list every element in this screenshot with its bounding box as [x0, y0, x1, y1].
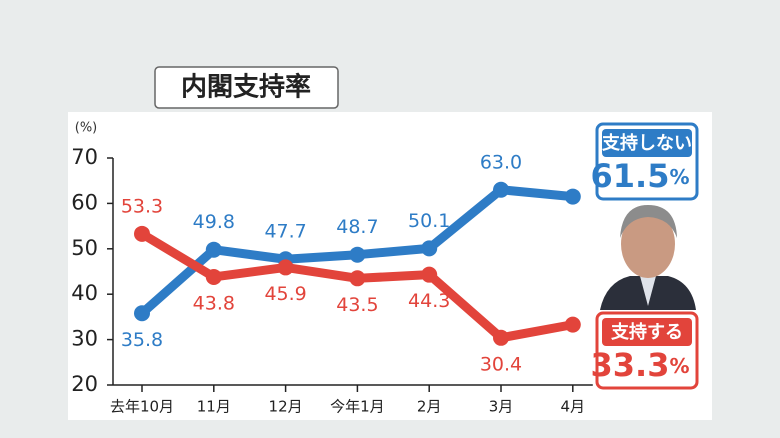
- point: [134, 305, 150, 322]
- x-tick-label: 去年10月: [110, 398, 174, 416]
- value-label: 44.3: [408, 290, 450, 312]
- point: [564, 188, 581, 205]
- y-tick-label: 50: [71, 236, 98, 260]
- point: [205, 268, 222, 285]
- y-tick-label: 60: [71, 190, 98, 214]
- y-tick-label: 40: [71, 281, 98, 305]
- point: [205, 241, 222, 258]
- point: [421, 240, 438, 257]
- legend-value-unit: %: [669, 354, 689, 378]
- title-box: [154, 66, 339, 109]
- x-tick-label: 今年1月: [330, 398, 385, 416]
- point: [493, 181, 509, 198]
- y-axis-label: (%): [75, 121, 98, 136]
- value-label: 53.3: [121, 195, 163, 217]
- value-label: 30.4: [480, 353, 522, 375]
- portrait-shirt: [640, 276, 656, 306]
- x-tick-label: 2月: [417, 398, 442, 416]
- point: [421, 266, 438, 283]
- value-label: 45.9: [264, 283, 306, 305]
- point: [277, 259, 294, 276]
- value-label: 47.7: [264, 221, 306, 243]
- y-tick-label: 70: [71, 145, 98, 169]
- x-tick-label: 3月: [489, 398, 514, 416]
- legend-value-number: 33.3: [591, 346, 670, 384]
- portrait: [598, 200, 696, 310]
- value-label: 48.7: [336, 216, 378, 238]
- legend-value: 61.5%: [591, 157, 690, 195]
- y-tick-label: 20: [71, 372, 98, 396]
- chart-title: 内閣支持率: [181, 72, 311, 103]
- legend-name: 支持しない: [601, 132, 692, 154]
- value-label: 43.5: [336, 294, 378, 316]
- y-tick-label: 30: [71, 327, 98, 351]
- point: [349, 246, 366, 263]
- point: [564, 316, 581, 333]
- point: [349, 270, 366, 287]
- point: [134, 225, 150, 242]
- legend-value-number: 61.5: [591, 157, 670, 195]
- value-label: 63.0: [480, 151, 522, 173]
- x-tick-label: 4月: [561, 398, 586, 416]
- x-tick-label: 12月: [269, 398, 303, 416]
- legend-value: 33.3%: [591, 346, 690, 384]
- legend-header: [602, 318, 692, 346]
- portrait-face: [621, 210, 675, 278]
- value-label: 49.8: [193, 211, 235, 233]
- value-label: 43.8: [193, 292, 235, 314]
- value-label: 35.8: [121, 329, 163, 351]
- x-tick-label: 11月: [197, 398, 231, 416]
- point: [493, 329, 509, 346]
- portrait-hair: [620, 205, 677, 238]
- legend-value-unit: %: [669, 165, 689, 189]
- value-label: 50.1: [408, 210, 450, 232]
- legend-name: 支持する: [610, 321, 683, 343]
- legend-header: [602, 129, 692, 157]
